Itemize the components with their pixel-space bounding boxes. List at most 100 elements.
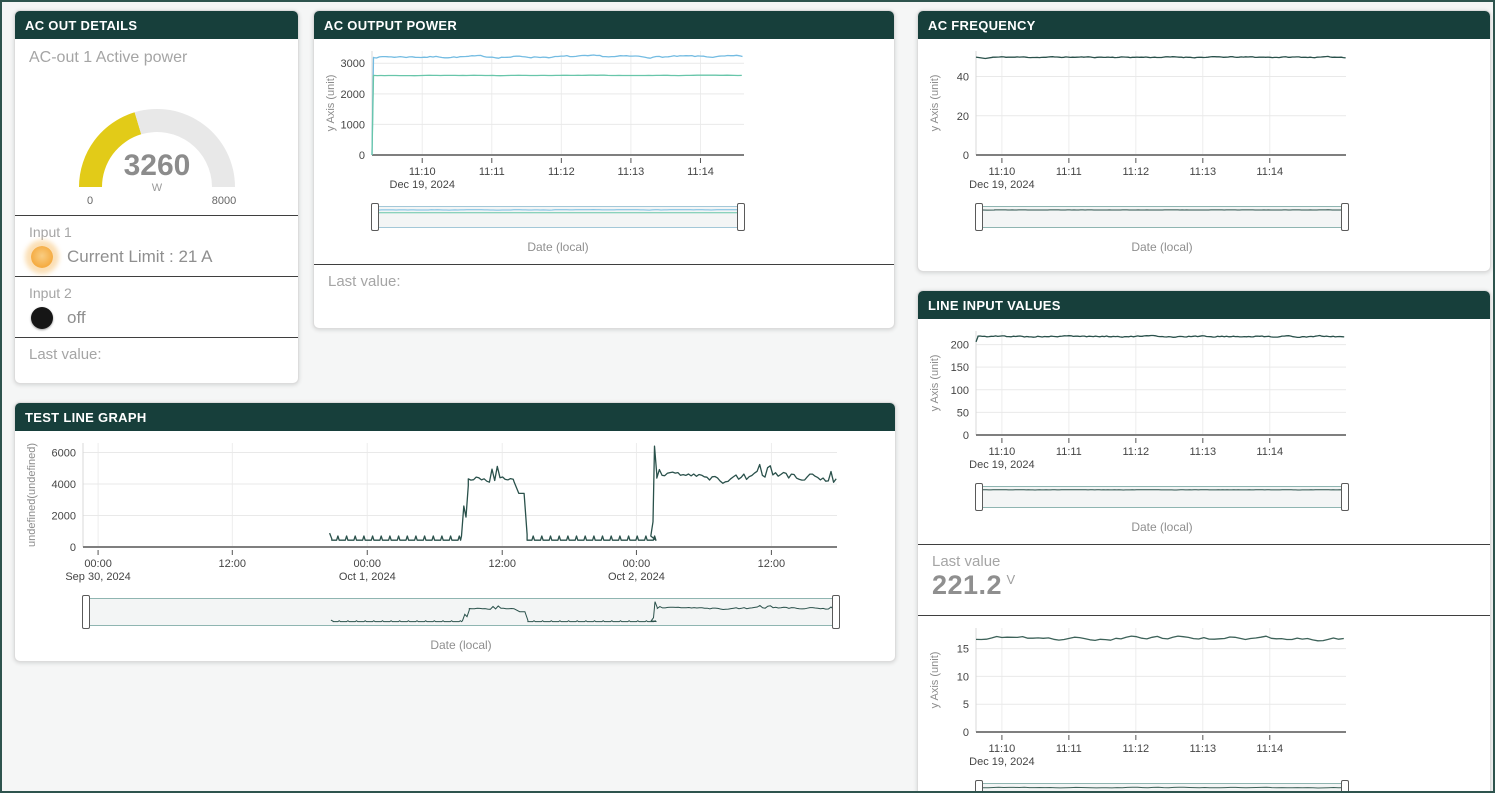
svg-text:00:00: 00:00 — [623, 558, 651, 570]
divider — [15, 215, 298, 216]
x-axis-title: Date (local) — [430, 638, 492, 652]
svg-text:y Axis (unit): y Axis (unit) — [929, 75, 941, 132]
svg-text:8000: 8000 — [211, 195, 235, 207]
svg-text:2000: 2000 — [341, 89, 365, 101]
panel-title: LINE INPUT VALUES — [928, 297, 1061, 313]
input1-section: Input 1 Current Limit : 21 A — [15, 216, 298, 276]
panel-title: AC FREQUENCY — [928, 17, 1036, 33]
svg-text:12:00: 12:00 — [219, 558, 247, 570]
svg-text:11:12: 11:12 — [1122, 446, 1149, 458]
slider-handle-right[interactable] — [832, 595, 840, 629]
svg-text:Dec 19, 2024: Dec 19, 2024 — [390, 179, 455, 191]
input2-status-indicator-icon — [31, 307, 53, 329]
svg-text:0: 0 — [70, 542, 76, 554]
slider-handle-right[interactable] — [1341, 780, 1349, 791]
svg-text:4000: 4000 — [52, 479, 76, 491]
svg-text:3260: 3260 — [123, 149, 190, 182]
slider-handle-left[interactable] — [975, 203, 983, 231]
svg-text:20: 20 — [957, 111, 969, 123]
ac-frequency-chart-block: 0 20 40 11:10 11:11 11:12 11:13 11:14 Dec 19, 20… — [918, 39, 1490, 264]
svg-text:11:10: 11:10 — [989, 446, 1016, 458]
svg-text:0: 0 — [963, 727, 969, 739]
svg-text:Dec 19, 2024: Dec 19, 2024 — [969, 179, 1034, 191]
panel-ac-out-details: AC OUT DETAILS AC-out 1 Active power 326… — [14, 10, 299, 384]
svg-text:0: 0 — [359, 150, 365, 162]
panel-header-test-line-graph: TEST LINE GRAPH — [15, 403, 895, 431]
divider — [15, 337, 298, 338]
slider-handle-left[interactable] — [371, 203, 379, 231]
svg-text:15: 15 — [957, 644, 969, 656]
panel-header-ac-frequency: AC FREQUENCY — [918, 11, 1490, 39]
svg-text:y Axis (unit): y Axis (unit) — [929, 355, 941, 412]
range-slider-minichart — [978, 786, 1344, 789]
last-value-section: Last value 221.2 V — [918, 545, 1490, 615]
ac-frequency-chart[interactable]: 0 20 40 11:10 11:11 11:12 11:13 11:14 Dec 19, 20… — [926, 41, 1354, 193]
svg-text:00:00: 00:00 — [353, 558, 381, 570]
line-input-voltage-chart[interactable]: 0 50 100 150 200 11:10 11:11 11:12 11:13 11:14 Dec… — [926, 321, 1354, 473]
svg-text:11:14: 11:14 — [1256, 166, 1283, 178]
time-range-slider[interactable] — [82, 595, 840, 629]
panel-ac-frequency: AC FREQUENCY 0 20 40 11:10 11:11 11:12 11:13 11… — [917, 10, 1491, 272]
svg-text:11:11: 11:11 — [1056, 743, 1082, 755]
svg-text:3000: 3000 — [341, 58, 365, 70]
svg-text:undefined(undefined): undefined(undefined) — [26, 443, 38, 547]
ac-output-power-chart[interactable]: 0 1000 2000 3000 11:10 11:11 11:12 11:13 11:14 De… — [322, 41, 752, 193]
svg-text:11:11: 11:11 — [479, 166, 505, 178]
input2-section: Input 2 off — [15, 277, 298, 337]
svg-text:12:00: 12:00 — [758, 558, 786, 570]
panel-title: AC OUTPUT POWER — [324, 17, 458, 33]
panel-header-ac-output-power: AC OUTPUT POWER — [314, 11, 894, 39]
last-value-section: Last value: — [314, 265, 894, 298]
svg-text:0: 0 — [86, 195, 92, 207]
svg-text:10: 10 — [957, 671, 969, 683]
svg-text:11:14: 11:14 — [687, 166, 714, 178]
last-value-number: 221.2 — [932, 570, 1003, 600]
slider-handle-left[interactable] — [975, 483, 983, 511]
last-value-label: Last value: — [328, 273, 401, 290]
gauge-subtitle: AC-out 1 Active power — [29, 49, 188, 66]
divider — [918, 615, 1490, 616]
svg-text:Sep 30, 2024: Sep 30, 2024 — [65, 571, 130, 583]
slider-handle-right[interactable] — [737, 203, 745, 231]
svg-text:11:13: 11:13 — [618, 166, 645, 178]
svg-text:100: 100 — [951, 385, 969, 397]
svg-text:0: 0 — [963, 430, 969, 442]
slider-handle-right[interactable] — [1341, 483, 1349, 511]
svg-text:y Axis (unit): y Axis (unit) — [929, 652, 941, 709]
svg-text:11:11: 11:11 — [1056, 446, 1082, 458]
slider-handle-right[interactable] — [1341, 203, 1349, 231]
time-range-slider[interactable] — [371, 203, 745, 231]
svg-text:11:14: 11:14 — [1256, 743, 1283, 755]
slider-handle-left[interactable] — [82, 595, 90, 629]
panel-line-input-values: LINE INPUT VALUES 0 50 100 150 200 11:10 11:11… — [917, 290, 1491, 791]
input2-label: Input 2 — [29, 285, 72, 301]
range-slider-minichart — [373, 209, 741, 226]
last-value-section: Last value: — [15, 338, 298, 371]
range-slider-minichart — [977, 489, 1345, 492]
svg-text:5: 5 — [963, 699, 969, 711]
svg-text:0: 0 — [963, 150, 969, 162]
time-range-slider[interactable] — [975, 203, 1349, 231]
test-line-graph-chart[interactable]: 0 2000 4000 6000 00:00 12:00 00:00 12:00 00:00 12… — [23, 433, 847, 585]
last-value-unit: V — [1006, 572, 1016, 587]
svg-text:40: 40 — [957, 72, 969, 84]
svg-text:11:10: 11:10 — [989, 166, 1016, 178]
range-slider-minichart — [330, 601, 837, 623]
svg-text:12:00: 12:00 — [488, 558, 516, 570]
slider-handle-left[interactable] — [975, 780, 983, 791]
input2-status-text: off — [67, 308, 86, 327]
time-range-slider[interactable] — [975, 483, 1349, 511]
line-input-current-chart-block: 0 5 10 15 11:10 11:11 11:12 11:13 11:14 Dec 19, 2… — [918, 616, 1490, 791]
svg-text:50: 50 — [957, 407, 969, 419]
time-range-slider[interactable] — [975, 780, 1349, 791]
svg-text:W: W — [151, 182, 162, 194]
svg-text:y Axis (unit): y Axis (unit) — [325, 75, 337, 132]
svg-text:150: 150 — [951, 362, 969, 374]
line-input-current-chart[interactable]: 0 5 10 15 11:10 11:11 11:12 11:13 11:14 Dec 19, 2… — [926, 618, 1354, 770]
x-axis-title: Date (local) — [527, 240, 589, 254]
svg-text:11:12: 11:12 — [1122, 166, 1149, 178]
svg-text:11:10: 11:10 — [409, 166, 436, 178]
panel-header-line-input-values: LINE INPUT VALUES — [918, 291, 1490, 319]
panel-title: TEST LINE GRAPH — [25, 409, 147, 425]
